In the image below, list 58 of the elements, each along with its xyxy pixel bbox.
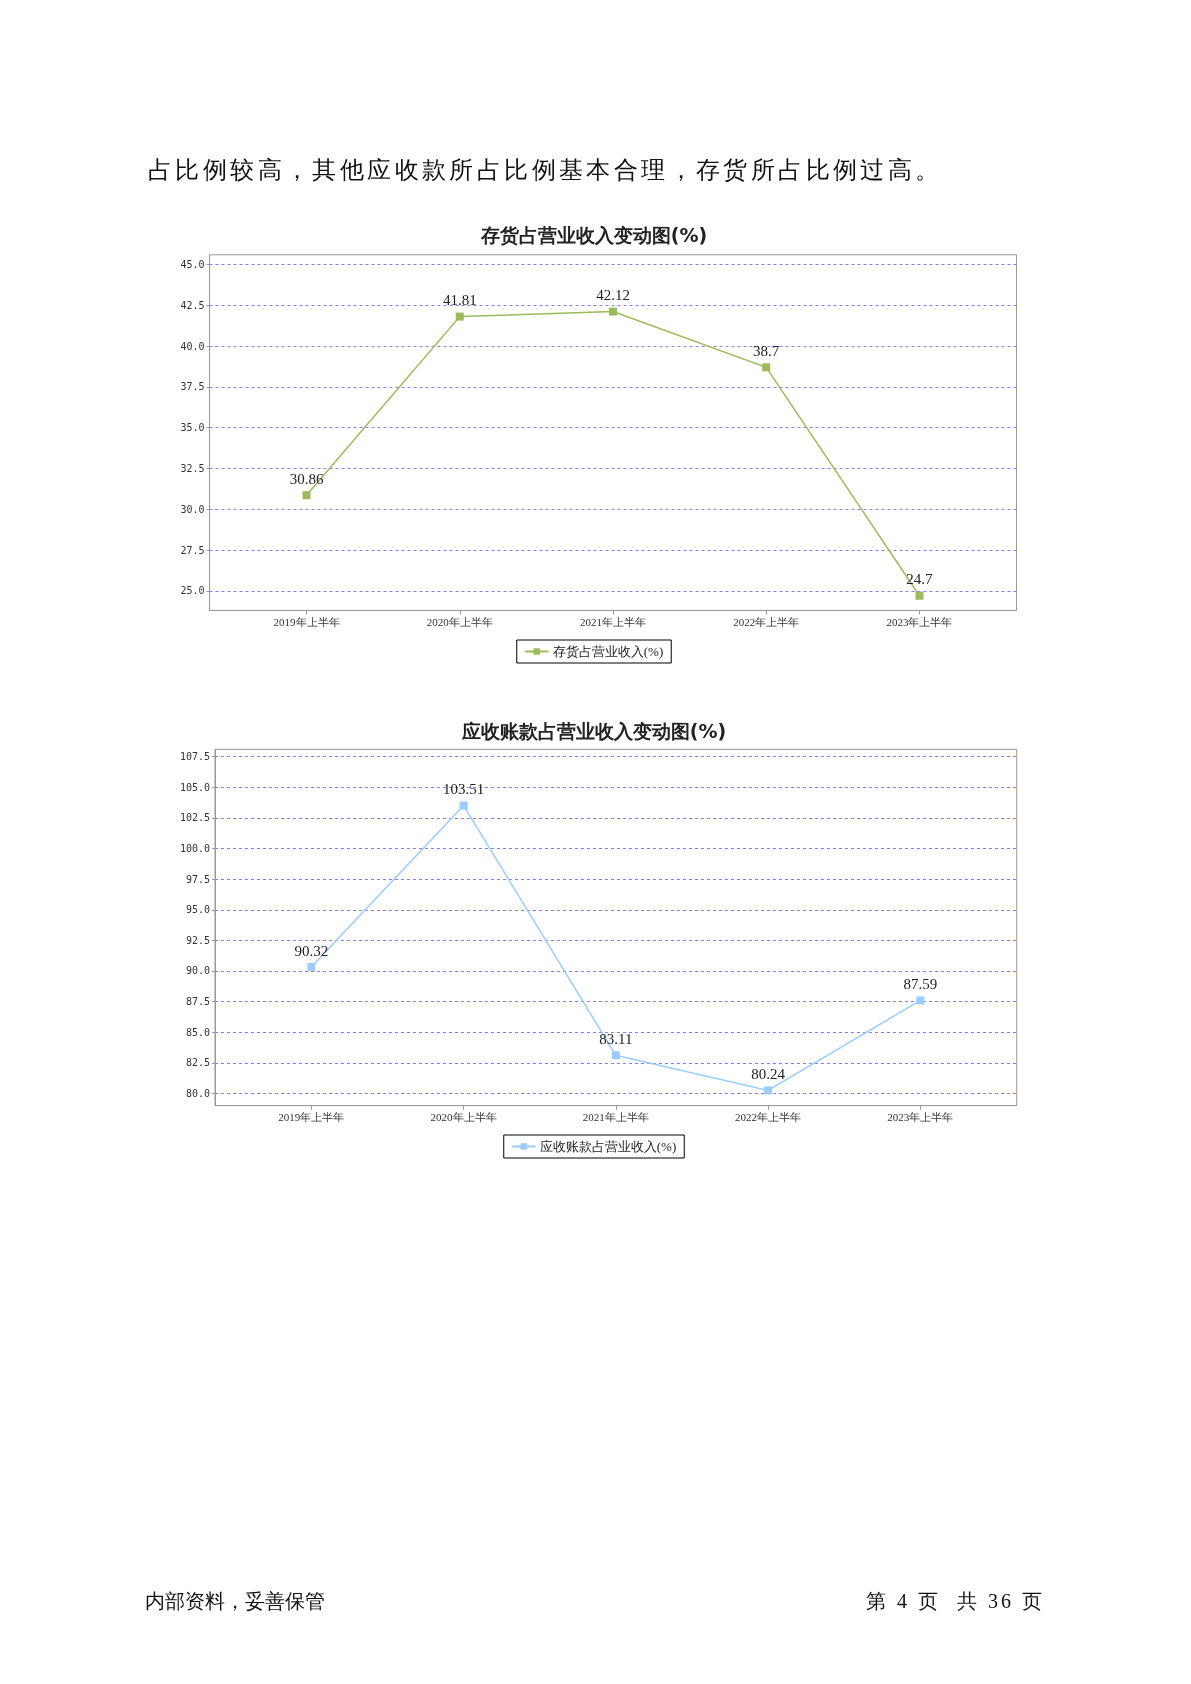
y-tick-label: 30.0 <box>180 503 205 515</box>
y-tick-label: 42.5 <box>180 299 205 311</box>
data-label: 42.12 <box>596 287 630 304</box>
legend-label: 应收账款占营业收入(%) <box>539 1139 677 1154</box>
point <box>915 591 924 600</box>
y-tick-label: 80.0 <box>185 1087 210 1099</box>
y-tick-label: 82.5 <box>185 1057 210 1069</box>
data-label: 87.59 <box>903 975 938 992</box>
y-tick-label: 37.5 <box>180 381 205 393</box>
text: 第 4 页 共 36 页 <box>866 1589 1045 1614</box>
point <box>459 801 468 810</box>
y-tick-label: 92.5 <box>185 934 210 946</box>
x-tick-label: 2021年上半年 <box>582 1111 649 1124</box>
x-tick-label: 2023年上半年 <box>887 1111 954 1124</box>
data-label: 38.7 <box>753 342 780 359</box>
x-tick-label: 2020年上半年 <box>430 1111 497 1124</box>
chart-title: 存货占营业收入变动图(%) <box>479 223 708 246</box>
text: 内部资料，妥善保管 <box>145 1589 325 1614</box>
y-tick-label: 105.0 <box>179 781 210 793</box>
data-label: 103.51 <box>442 781 485 798</box>
y-tick-label: 97.5 <box>185 873 210 885</box>
point <box>302 491 311 500</box>
y-tick-label: 100.0 <box>179 843 210 855</box>
data-label: 83.11 <box>599 1030 633 1047</box>
point <box>307 963 316 972</box>
y-tick-label: 32.5 <box>180 462 205 474</box>
legend-label: 存货占营业收入(%) <box>552 644 664 659</box>
data-label: 80.24 <box>751 1065 786 1082</box>
x-tick-label: 2022年上半年 <box>733 615 800 628</box>
x-tick-label: 2019年上半年 <box>278 1111 345 1124</box>
y-tick-label: 40.0 <box>180 340 205 352</box>
y-tick-label: 45.0 <box>180 259 205 271</box>
point <box>916 996 925 1005</box>
x-tick-label: 2020年上半年 <box>426 615 493 628</box>
point <box>764 1086 773 1095</box>
y-tick-label: 95.0 <box>185 904 210 916</box>
data-label: 41.81 <box>442 292 477 309</box>
text: 占比例较高，其他应收款所占比例基本合理，存货所占比例过高。 <box>148 156 943 185</box>
y-tick-label: 102.5 <box>179 812 210 824</box>
data-label: 90.32 <box>294 942 329 959</box>
point <box>609 307 617 316</box>
chart-title: 应收账款占营业收入变动图(%) <box>460 719 727 742</box>
point <box>455 312 464 321</box>
y-tick-label: 27.5 <box>180 544 205 556</box>
point <box>611 1051 620 1060</box>
y-tick-label: 90.0 <box>185 965 210 977</box>
x-tick-label: 2022年上半年 <box>735 1111 802 1124</box>
data-label: 24.7 <box>906 571 934 588</box>
x-tick-label: 2019年上半年 <box>273 615 340 628</box>
point <box>762 363 771 372</box>
y-tick-label: 107.5 <box>179 751 210 763</box>
data-label: 30.86 <box>289 470 324 487</box>
x-tick-label: 2023年上半年 <box>886 615 953 628</box>
y-tick-label: 35.0 <box>180 422 205 434</box>
x-tick-label: 2021年上半年 <box>580 615 646 628</box>
y-tick-label: 25.0 <box>180 585 205 597</box>
y-tick-label: 87.5 <box>185 996 210 1008</box>
y-tick-label: 85.0 <box>185 1026 210 1038</box>
